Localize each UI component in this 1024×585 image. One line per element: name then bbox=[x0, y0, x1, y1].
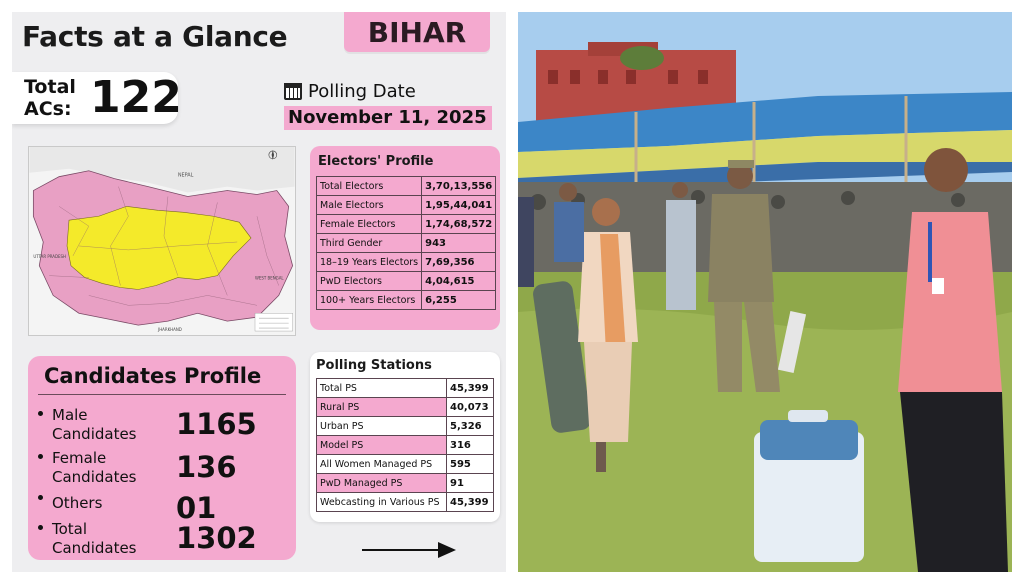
table-row: Rural PS 40,073 bbox=[316, 397, 494, 417]
polling-date-label: Polling Date bbox=[308, 80, 416, 102]
electors-profile-title: Electors' Profile bbox=[318, 154, 434, 169]
row-label: Webcasting in Various PS bbox=[316, 492, 447, 512]
table-row: Webcasting in Various PS 45,399 bbox=[316, 492, 494, 512]
row-label: Female Electors bbox=[315, 214, 423, 234]
table-row: PwD Managed PS 91 bbox=[316, 473, 494, 493]
compass-icon bbox=[268, 149, 278, 160]
row-label: Urban PS bbox=[316, 416, 447, 436]
map-label-right: WEST BENGAL bbox=[255, 276, 284, 281]
map-label-left: UTTAR PRADESH bbox=[33, 254, 66, 259]
row-value: 4,04,615 bbox=[421, 271, 497, 291]
row-value: 45,399 bbox=[446, 492, 494, 512]
polling-staff-photo bbox=[518, 12, 1012, 572]
list-item: Female Candidates 136 bbox=[38, 449, 288, 489]
row-value: 40,073 bbox=[446, 397, 494, 417]
candidate-label: Others bbox=[52, 494, 103, 512]
polling-stations-card: Polling Stations Total PS 45,399 Rural PS… bbox=[310, 352, 500, 522]
row-label: Total Electors bbox=[315, 176, 423, 196]
candidate-value: 01 bbox=[176, 491, 217, 525]
candidate-label: Male Candidates bbox=[52, 406, 137, 443]
polling-stations-table: Total PS 45,399 Rural PS 40,073 Urban PS 5,… bbox=[316, 378, 494, 512]
row-value: 6,255 bbox=[421, 290, 497, 310]
electors-profile-card: Electors' Profile Total Electors 3,70,13,… bbox=[310, 146, 500, 330]
state-badge: BIHAR bbox=[344, 12, 490, 52]
calendar-icon bbox=[284, 82, 302, 100]
bullet-icon bbox=[38, 411, 43, 416]
row-label: All Women Managed PS bbox=[316, 454, 447, 474]
electors-table: Total Electors 3,70,13,556 Male Electors 1… bbox=[315, 176, 497, 310]
row-value: 45,399 bbox=[446, 378, 494, 398]
row-value: 1,95,44,041 bbox=[421, 195, 497, 215]
row-label: Third Gender bbox=[315, 233, 423, 253]
table-row: Third Gender 943 bbox=[315, 233, 497, 253]
table-row: Urban PS 5,326 bbox=[316, 416, 494, 436]
candidates-profile-card: Candidates Profile Male Candidates 1165 … bbox=[28, 356, 296, 560]
list-item: Male Candidates 1165 bbox=[38, 406, 288, 446]
polling-stations-title: Polling Stations bbox=[316, 358, 432, 373]
row-label: Model PS bbox=[316, 435, 447, 455]
bullet-icon bbox=[38, 525, 43, 530]
list-item: Total Candidates 1302 bbox=[38, 520, 288, 560]
table-row: Model PS 316 bbox=[316, 435, 494, 455]
table-row: Total Electors 3,70,13,556 bbox=[315, 176, 497, 196]
candidate-value: 136 bbox=[176, 450, 237, 484]
map-label-nepal: NEPAL bbox=[178, 173, 194, 179]
candidate-label: Female Candidates bbox=[52, 449, 137, 486]
row-value: 1,74,68,572 bbox=[421, 214, 497, 234]
row-value: 7,69,356 bbox=[421, 252, 497, 272]
infographic-title: Facts at a Glance bbox=[22, 20, 288, 53]
row-label: Rural PS bbox=[316, 397, 447, 417]
polling-date: Polling Date November 11, 2025 bbox=[284, 80, 492, 130]
row-value: 3,70,13,556 bbox=[421, 176, 497, 196]
list-item: Others 01 bbox=[38, 490, 288, 530]
map-label-bottom: JHARKHAND bbox=[157, 327, 182, 332]
row-value: 595 bbox=[446, 454, 494, 474]
row-label: PwD Electors bbox=[315, 271, 423, 291]
candidates-profile-title: Candidates Profile bbox=[44, 364, 262, 388]
row-label: PwD Managed PS bbox=[316, 473, 447, 493]
candidate-value: 1302 bbox=[176, 521, 257, 555]
facts-infographic: Facts at a Glance BIHAR Total ACs: 122 P… bbox=[12, 12, 506, 572]
arrow-right-icon bbox=[362, 542, 458, 558]
row-label: 100+ Years Electors bbox=[315, 290, 423, 310]
table-row: All Women Managed PS 595 bbox=[316, 454, 494, 474]
row-value: 5,326 bbox=[446, 416, 494, 436]
table-row: PwD Electors 4,04,615 bbox=[315, 271, 497, 291]
total-acs-card: Total ACs: 122 bbox=[12, 72, 182, 124]
bihar-map: NEPAL UTTAR PRADESH WEST BENGAL JHARKHAN… bbox=[28, 146, 296, 336]
row-value: 91 bbox=[446, 473, 494, 493]
row-label: 18–19 Years Electors bbox=[315, 252, 423, 272]
divider bbox=[38, 394, 286, 395]
table-row: Female Electors 1,74,68,572 bbox=[315, 214, 497, 234]
total-acs-label: Total ACs: bbox=[24, 76, 76, 120]
polling-date-value: November 11, 2025 bbox=[284, 106, 492, 130]
table-row: Male Electors 1,95,44,041 bbox=[315, 195, 497, 215]
table-row: Total PS 45,399 bbox=[316, 378, 494, 398]
row-value: 943 bbox=[421, 233, 497, 253]
table-row: 100+ Years Electors 6,255 bbox=[315, 290, 497, 310]
row-label: Total PS bbox=[316, 378, 447, 398]
row-value: 316 bbox=[446, 435, 494, 455]
photo-scene bbox=[518, 12, 1012, 572]
total-acs-value: 122 bbox=[90, 72, 182, 123]
bihar-map-graphic: NEPAL UTTAR PRADESH WEST BENGAL JHARKHAN… bbox=[29, 147, 295, 335]
bullet-icon bbox=[38, 495, 43, 500]
row-label: Male Electors bbox=[315, 195, 423, 215]
bullet-icon bbox=[38, 454, 43, 459]
table-row: 18–19 Years Electors 7,69,356 bbox=[315, 252, 497, 272]
candidate-label: Total Candidates bbox=[52, 520, 137, 557]
candidate-value: 1165 bbox=[176, 407, 257, 441]
